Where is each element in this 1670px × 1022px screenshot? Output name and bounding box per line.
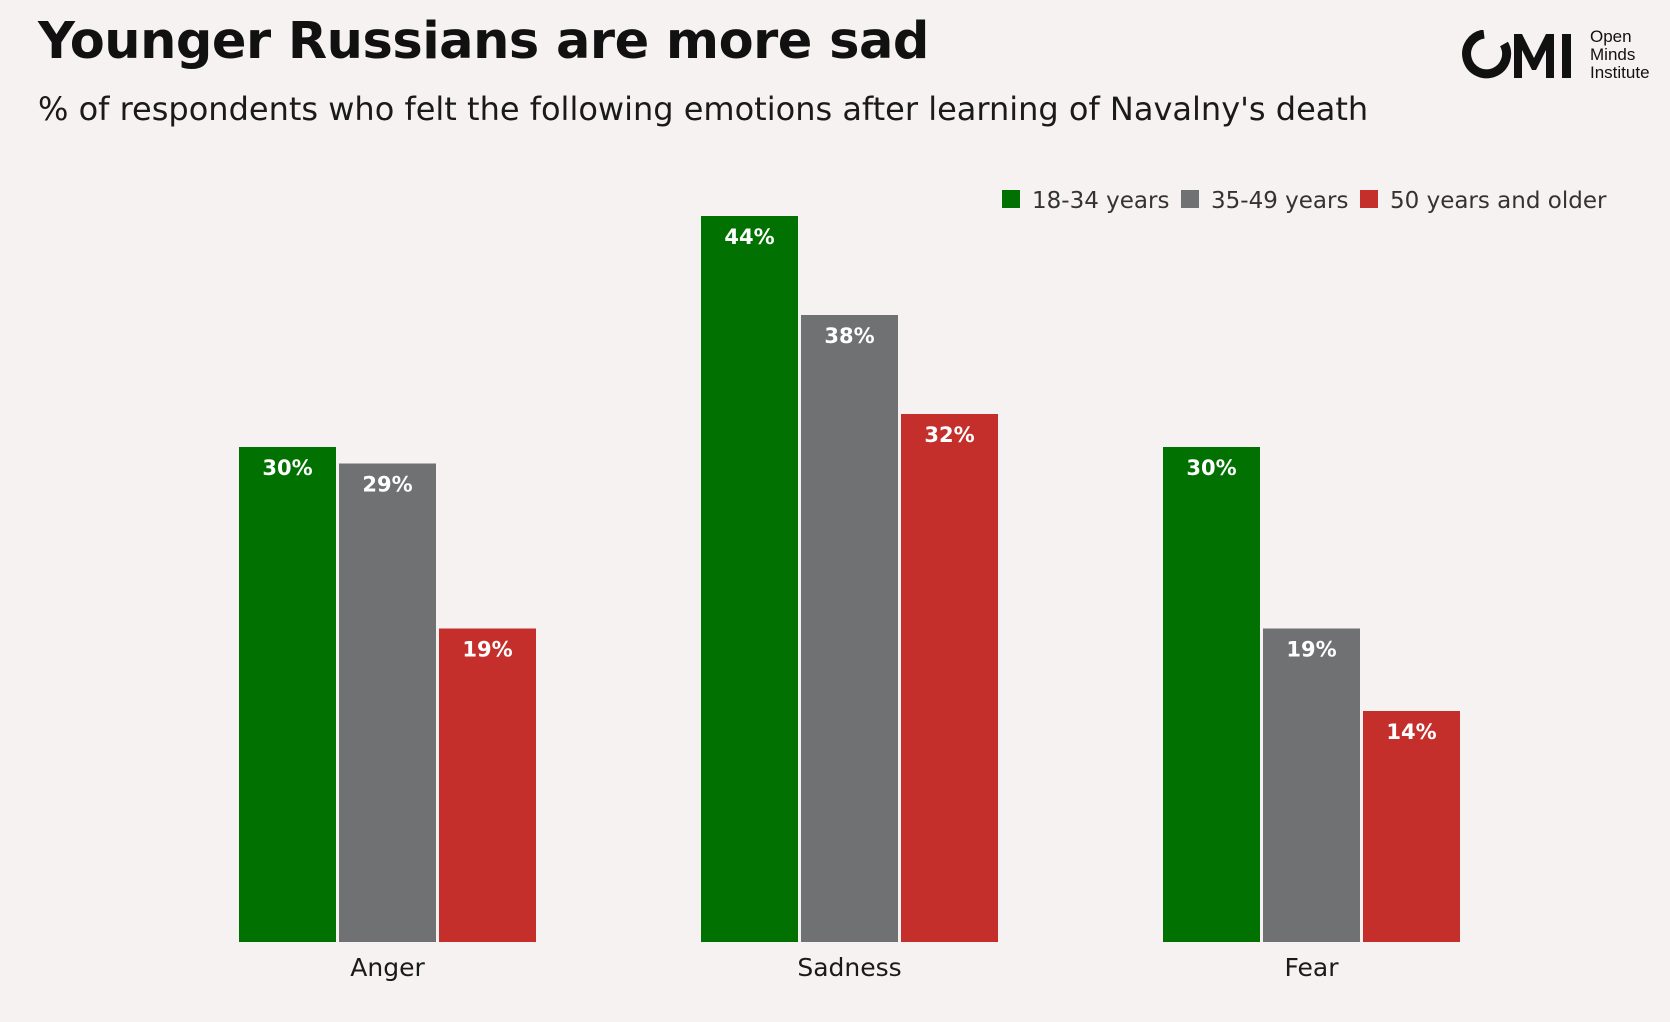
logo-line-minds: Minds xyxy=(1590,45,1636,64)
data-label-anger-1: 30% xyxy=(262,456,312,480)
omi-logo: Open Minds Institute xyxy=(1462,26,1662,86)
data-label-anger-3: 19% xyxy=(462,638,512,662)
legend-label-1: 18-34 years xyxy=(1032,188,1169,214)
chart-subtitle: % of respondents who felt the following … xyxy=(38,90,1369,128)
bar-fear-3 xyxy=(1363,711,1460,942)
data-label-anger-2: 29% xyxy=(362,473,412,497)
legend-label-2: 35-49 years xyxy=(1211,188,1348,214)
data-label-sadness-2: 38% xyxy=(824,324,874,348)
logo-line-institute: Institute xyxy=(1590,63,1650,82)
category-label-fear: Fear xyxy=(1285,953,1340,982)
bar-fear-1 xyxy=(1163,447,1260,942)
bar-anger-2 xyxy=(339,463,436,942)
omi-logo-mark xyxy=(1462,30,1571,79)
legend-swatch-2 xyxy=(1181,190,1199,208)
legend-swatch-1 xyxy=(1002,190,1020,208)
bar-sadness-1 xyxy=(701,216,798,942)
category-label-anger: Anger xyxy=(350,953,425,982)
legend-swatch-3 xyxy=(1360,190,1378,208)
bar-fear-2 xyxy=(1263,628,1360,942)
data-label-fear-2: 19% xyxy=(1286,638,1336,662)
bar-sadness-3 xyxy=(901,414,998,942)
bar-sadness-2 xyxy=(801,315,898,942)
data-label-sadness-1: 44% xyxy=(724,225,774,249)
bar-anger-1 xyxy=(239,447,336,942)
logo-line-open: Open xyxy=(1590,27,1632,46)
category-label-sadness: Sadness xyxy=(797,953,901,982)
omi-logo-text: Open Minds Institute xyxy=(1590,28,1650,82)
bar-anger-3 xyxy=(439,628,536,942)
legend-label-3: 50 years and older xyxy=(1390,188,1607,214)
chart-title: Younger Russians are more sad xyxy=(38,12,929,71)
data-label-fear-3: 14% xyxy=(1386,720,1436,744)
data-label-fear-1: 30% xyxy=(1186,456,1236,480)
data-label-sadness-3: 32% xyxy=(924,423,974,447)
